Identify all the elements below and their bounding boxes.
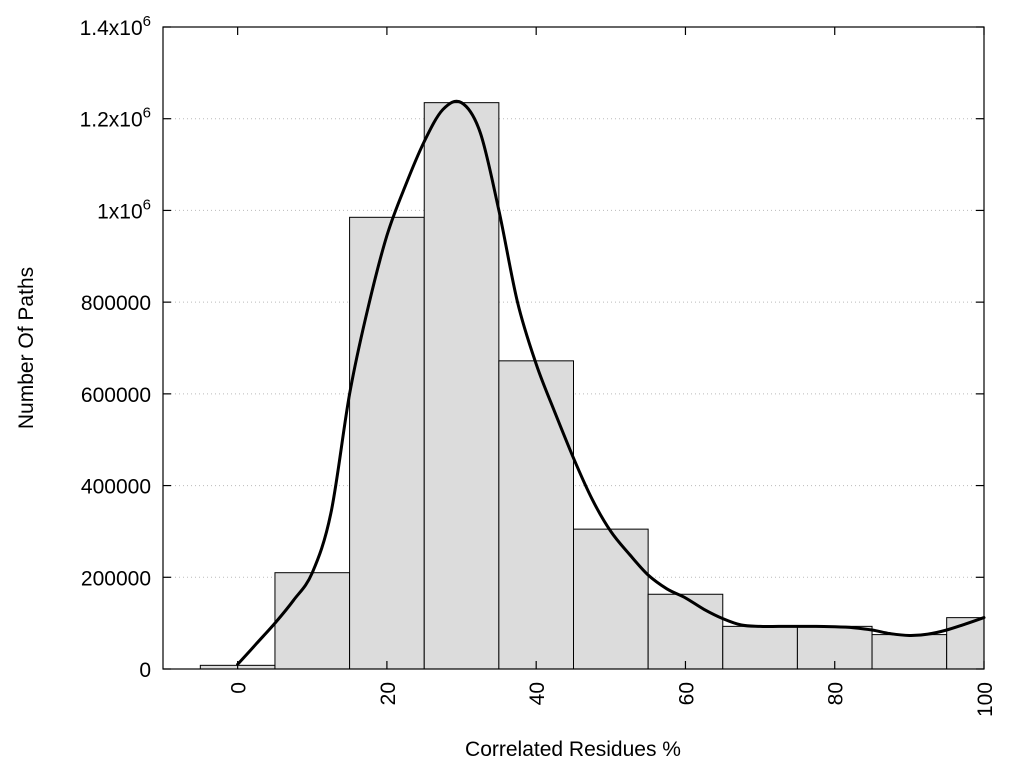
x-tick-label: 100 bbox=[974, 682, 997, 717]
y-tick-label: 600000 bbox=[81, 384, 151, 407]
bars-layer bbox=[199, 102, 985, 670]
grid-layer bbox=[163, 118, 984, 578]
histogram-bar bbox=[274, 572, 351, 670]
y-axis-ticks: 0 200000 400000 600000 800000 1x106 1.2x106 1.4… bbox=[80, 13, 984, 682]
x-tick-label: 80 bbox=[825, 682, 848, 705]
y-tick-label: 1.4x106 bbox=[80, 13, 151, 40]
histogram-bar bbox=[647, 593, 724, 670]
x-tick-label: 0 bbox=[228, 682, 251, 694]
density-curve bbox=[236, 99, 986, 666]
y-tick-label: 1x106 bbox=[97, 196, 151, 223]
y-axis-title: Number Of Paths bbox=[15, 267, 38, 429]
y-tick-label: 1.2x106 bbox=[80, 105, 151, 132]
y-tick-label: 0 bbox=[139, 659, 151, 682]
x-axis-ticks: 0 20 40 60 80 100 bbox=[228, 27, 997, 717]
plot-frame bbox=[162, 26, 985, 670]
curve-layer bbox=[236, 99, 986, 666]
histogram-bar bbox=[722, 625, 798, 670]
x-tick-label: 20 bbox=[377, 682, 400, 705]
histogram-bar bbox=[498, 360, 575, 670]
x-tick-label: 40 bbox=[526, 682, 549, 705]
x-tick-label: 60 bbox=[675, 682, 698, 705]
y-tick-label: 400000 bbox=[81, 476, 151, 499]
y-tick-label: 200000 bbox=[81, 567, 151, 590]
histogram-bar bbox=[573, 528, 649, 670]
histogram-bar bbox=[349, 216, 425, 670]
histogram-bar bbox=[871, 634, 948, 670]
x-axis-title: Correlated Residues % bbox=[465, 738, 681, 761]
histogram-bar bbox=[423, 102, 500, 670]
y-tick-label: 800000 bbox=[81, 292, 151, 315]
